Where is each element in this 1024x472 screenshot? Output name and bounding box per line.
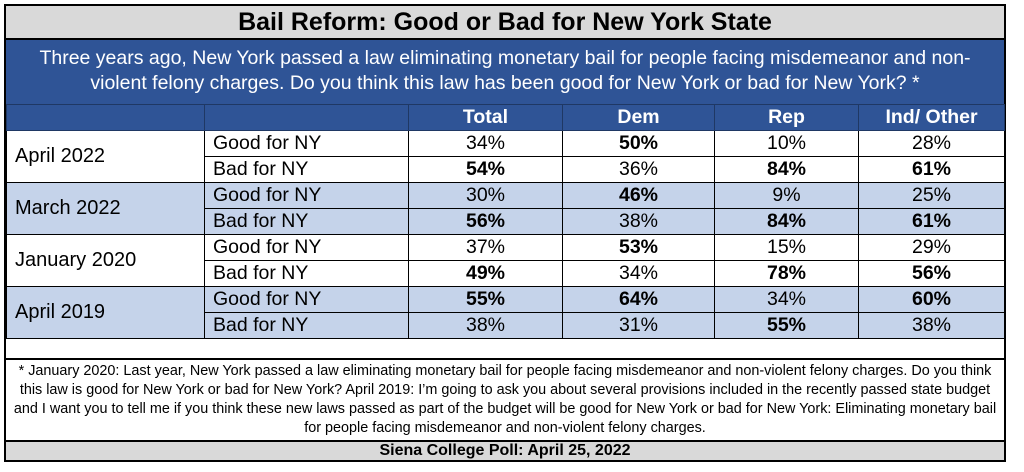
value-cell-dem: 64% [562,286,715,313]
value-cell-total: 38% [408,312,563,339]
value-cell-total: 37% [408,234,563,261]
value-cell-rep: 34% [714,286,859,313]
response-label: Bad for NY [204,208,409,235]
response-label: Bad for NY [204,260,409,287]
period-label: March 2022 [6,182,205,235]
value-cell-ind-other: 61% [858,208,1005,235]
value-cell-ind-other: 25% [858,182,1005,209]
period-label: April 2019 [6,286,205,339]
value-cell-dem: 34% [562,260,715,287]
header-row: Total Dem Rep Ind/ Other [6,104,1005,131]
poll-source: Siena College Poll: April 25, 2022 [6,440,1004,460]
table-row: Bad for NY 56% 38% 84% 61% [7,208,1005,235]
value-cell-rep: 10% [714,130,859,157]
table-title: Bail Reform: Good or Bad for New York St… [6,6,1004,40]
response-label: Bad for NY [204,312,409,339]
value-cell-total: 55% [408,286,563,313]
value-cell-ind-other: 29% [858,234,1005,261]
table-row: Bad for NY 38% 31% 55% 38% [7,312,1005,339]
response-label: Good for NY [204,286,409,313]
value-cell-rep: 55% [714,312,859,339]
value-cell-rep: 9% [714,182,859,209]
table-row: April 2019 Good for NY 55% 64% 34% 60% [6,286,1005,339]
column-header-dem: Dem [562,104,715,131]
value-cell-ind-other: 38% [858,312,1005,339]
results-table: Total Dem Rep Ind/ Other April 2022 Good … [6,104,1005,339]
value-cell-rep: 84% [714,156,859,183]
results-body: April 2022 Good for NY 34% 50% 10% 28% Bad for… [6,130,1005,339]
poll-table-frame: Bail Reform: Good or Bad for New York St… [4,4,1006,462]
table-row: April 2022 Good for NY 34% 50% 10% 28% [6,130,1005,183]
header-blank [204,104,409,131]
period-label: April 2022 [6,130,205,183]
table-row: March 2022 Good for NY 30% 46% 9% 25% [6,182,1005,235]
value-cell-ind-other: 28% [858,130,1005,157]
survey-question: Three years ago, New York passed a law e… [6,40,1004,104]
response-label: Bad for NY [204,156,409,183]
value-cell-rep: 15% [714,234,859,261]
value-cell-dem: 31% [562,312,715,339]
response-label: Good for NY [204,130,409,157]
table-row: Bad for NY 49% 34% 78% 56% [7,260,1005,287]
period-label: January 2020 [6,234,205,287]
table-row: January 2020 Good for NY 37% 53% 15% 29% [6,234,1005,287]
value-cell-dem: 38% [562,208,715,235]
value-cell-ind-other: 56% [858,260,1005,287]
footnote: * January 2020: Last year, New York pass… [6,358,1004,440]
table-row: Bad for NY 54% 36% 84% 61% [7,156,1005,183]
value-cell-ind-other: 61% [858,156,1005,183]
value-cell-total: 34% [408,130,563,157]
value-cell-total: 49% [408,260,563,287]
value-cell-total: 30% [408,182,563,209]
value-cell-total: 56% [408,208,563,235]
value-cell-total: 54% [408,156,563,183]
value-cell-ind-other: 60% [858,286,1005,313]
value-cell-rep: 84% [714,208,859,235]
value-cell-rep: 78% [714,260,859,287]
value-cell-dem: 36% [562,156,715,183]
column-header-rep: Rep [714,104,859,131]
value-cell-dem: 46% [562,182,715,209]
value-cell-dem: 53% [562,234,715,261]
column-header-total: Total [408,104,563,131]
response-label: Good for NY [204,234,409,261]
header-blank [6,104,205,131]
value-cell-dem: 50% [562,130,715,157]
column-header-ind-other: Ind/ Other [858,104,1005,131]
response-label: Good for NY [204,182,409,209]
